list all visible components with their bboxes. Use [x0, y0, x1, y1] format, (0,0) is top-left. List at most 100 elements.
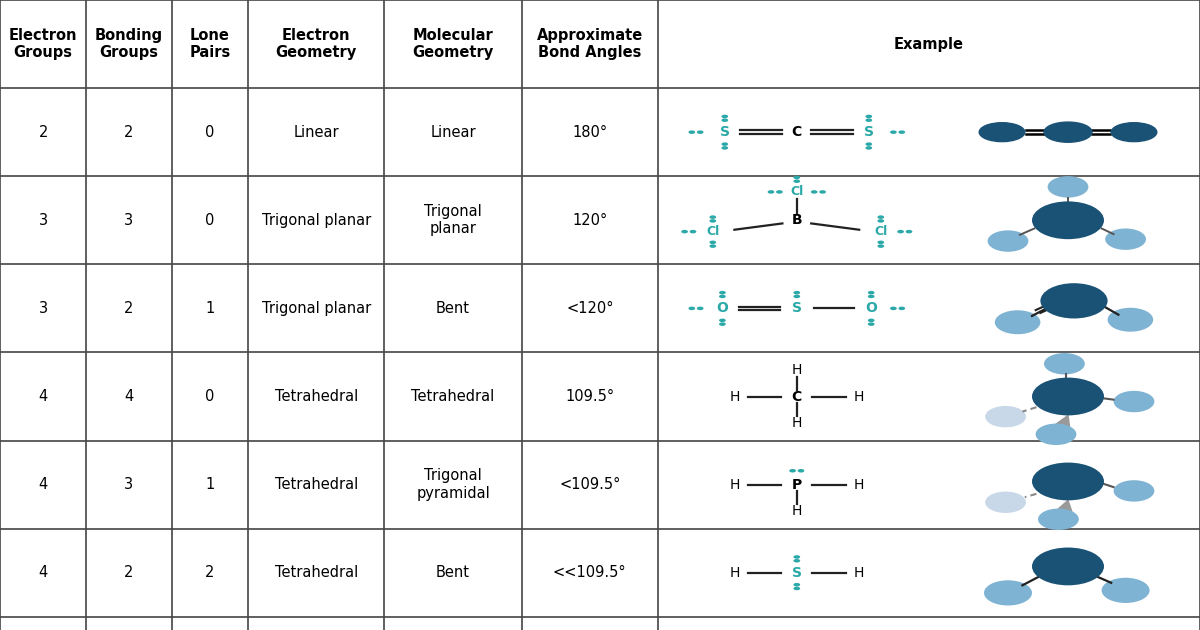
Text: 1: 1 — [205, 477, 215, 492]
Text: S: S — [792, 566, 802, 580]
Text: H: H — [792, 416, 802, 430]
Circle shape — [906, 230, 912, 233]
Text: 4: 4 — [38, 477, 48, 492]
Text: Tetrahedral: Tetrahedral — [275, 565, 358, 580]
Text: 180°: 180° — [572, 125, 607, 140]
Text: Tetrahedral: Tetrahedral — [412, 389, 494, 404]
Circle shape — [877, 215, 884, 219]
Circle shape — [820, 190, 826, 193]
Text: Bent: Bent — [436, 565, 470, 580]
Text: Linear: Linear — [293, 125, 340, 140]
Circle shape — [793, 176, 800, 179]
Text: 2: 2 — [125, 565, 133, 580]
Circle shape — [1048, 176, 1088, 198]
Circle shape — [793, 180, 800, 183]
Ellipse shape — [1111, 123, 1157, 142]
Circle shape — [690, 230, 696, 233]
Circle shape — [719, 295, 726, 298]
Text: S: S — [792, 301, 802, 316]
Circle shape — [890, 307, 896, 310]
Circle shape — [793, 291, 800, 294]
Ellipse shape — [1044, 122, 1092, 142]
Text: 2: 2 — [38, 125, 48, 140]
Text: B: B — [792, 214, 802, 227]
Circle shape — [865, 118, 872, 122]
Text: H: H — [730, 389, 739, 403]
Circle shape — [1114, 480, 1154, 501]
Circle shape — [985, 491, 1026, 513]
Circle shape — [898, 230, 904, 233]
Circle shape — [877, 219, 884, 222]
Text: 3: 3 — [125, 213, 133, 228]
Text: H: H — [854, 566, 864, 580]
Text: S: S — [864, 125, 874, 139]
Text: O: O — [716, 301, 728, 316]
Text: 0: 0 — [205, 213, 215, 228]
Text: 2: 2 — [125, 301, 133, 316]
Text: 4: 4 — [38, 389, 48, 404]
Circle shape — [768, 190, 774, 193]
Circle shape — [868, 319, 875, 322]
Text: 2: 2 — [205, 565, 215, 580]
Text: Approximate
Bond Angles: Approximate Bond Angles — [536, 28, 643, 60]
Text: Lone
Pairs: Lone Pairs — [190, 28, 230, 60]
Text: Tetrahedral: Tetrahedral — [275, 477, 358, 492]
Circle shape — [697, 130, 703, 134]
Text: <109.5°: <109.5° — [559, 477, 620, 492]
Text: <120°: <120° — [566, 301, 613, 316]
Circle shape — [865, 146, 872, 150]
Circle shape — [877, 241, 884, 244]
Circle shape — [1040, 284, 1108, 319]
Circle shape — [1036, 423, 1076, 445]
Text: Trigonal
planar: Trigonal planar — [424, 204, 482, 236]
Text: C: C — [792, 389, 802, 403]
Circle shape — [868, 295, 875, 298]
Text: H: H — [854, 478, 864, 491]
Circle shape — [721, 142, 728, 146]
Circle shape — [1105, 229, 1146, 250]
Text: Electron
Groups: Electron Groups — [8, 28, 78, 60]
Circle shape — [793, 583, 800, 587]
Circle shape — [709, 219, 716, 222]
Text: H: H — [792, 504, 802, 518]
Circle shape — [1102, 578, 1150, 603]
Circle shape — [709, 241, 716, 244]
Circle shape — [719, 323, 726, 326]
Circle shape — [899, 307, 905, 310]
Circle shape — [1032, 547, 1104, 585]
Text: H: H — [730, 478, 739, 491]
Polygon shape — [1046, 415, 1070, 433]
Circle shape — [1038, 508, 1079, 530]
Text: C: C — [792, 125, 802, 139]
Text: Tetrahedral: Tetrahedral — [275, 389, 358, 404]
Circle shape — [899, 130, 905, 134]
Text: O: O — [865, 301, 877, 316]
Circle shape — [988, 231, 1028, 252]
Circle shape — [798, 469, 804, 472]
Circle shape — [709, 215, 716, 219]
Text: 0: 0 — [205, 389, 215, 404]
Circle shape — [719, 291, 726, 294]
Text: 120°: 120° — [572, 213, 607, 228]
Circle shape — [1032, 377, 1104, 415]
Ellipse shape — [979, 123, 1025, 142]
Circle shape — [709, 244, 716, 248]
Circle shape — [985, 406, 1026, 427]
Text: 4: 4 — [38, 565, 48, 580]
Text: Electron
Geometry: Electron Geometry — [276, 28, 356, 60]
Circle shape — [1032, 202, 1104, 239]
Text: S: S — [720, 125, 730, 139]
Circle shape — [793, 555, 800, 559]
Text: Example: Example — [894, 37, 964, 52]
Text: 1: 1 — [205, 301, 215, 316]
Text: 0: 0 — [205, 125, 215, 140]
Circle shape — [790, 469, 796, 472]
Circle shape — [689, 130, 695, 134]
Circle shape — [890, 130, 896, 134]
Circle shape — [984, 580, 1032, 605]
Text: 3: 3 — [125, 477, 133, 492]
Text: Trigonal planar: Trigonal planar — [262, 301, 371, 316]
Text: P: P — [792, 478, 802, 491]
Text: Trigonal
pyramidal: Trigonal pyramidal — [416, 469, 490, 501]
Circle shape — [721, 118, 728, 122]
